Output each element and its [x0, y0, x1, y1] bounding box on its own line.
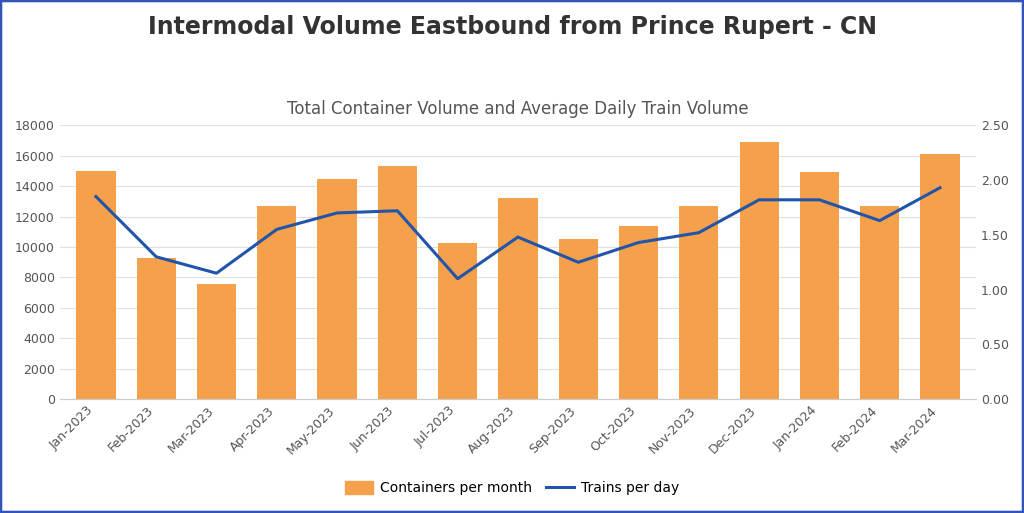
Text: Intermodal Volume Eastbound from Prince Rupert - CN: Intermodal Volume Eastbound from Prince … — [147, 15, 877, 40]
Bar — [257, 206, 296, 399]
Bar — [559, 239, 598, 399]
Bar — [136, 258, 176, 399]
Bar — [438, 243, 477, 399]
Bar — [921, 154, 959, 399]
Bar — [499, 198, 538, 399]
Title: Total Container Volume and Average Daily Train Volume: Total Container Volume and Average Daily… — [287, 100, 749, 118]
Bar — [618, 227, 658, 399]
Bar — [679, 206, 719, 399]
Bar — [800, 172, 839, 399]
Bar — [197, 284, 237, 399]
Bar — [378, 166, 417, 399]
Bar — [739, 142, 778, 399]
Legend: Containers per month, Trains per day: Containers per month, Trains per day — [340, 476, 684, 501]
Bar — [77, 171, 116, 399]
Bar — [860, 206, 899, 399]
Bar — [317, 179, 356, 399]
